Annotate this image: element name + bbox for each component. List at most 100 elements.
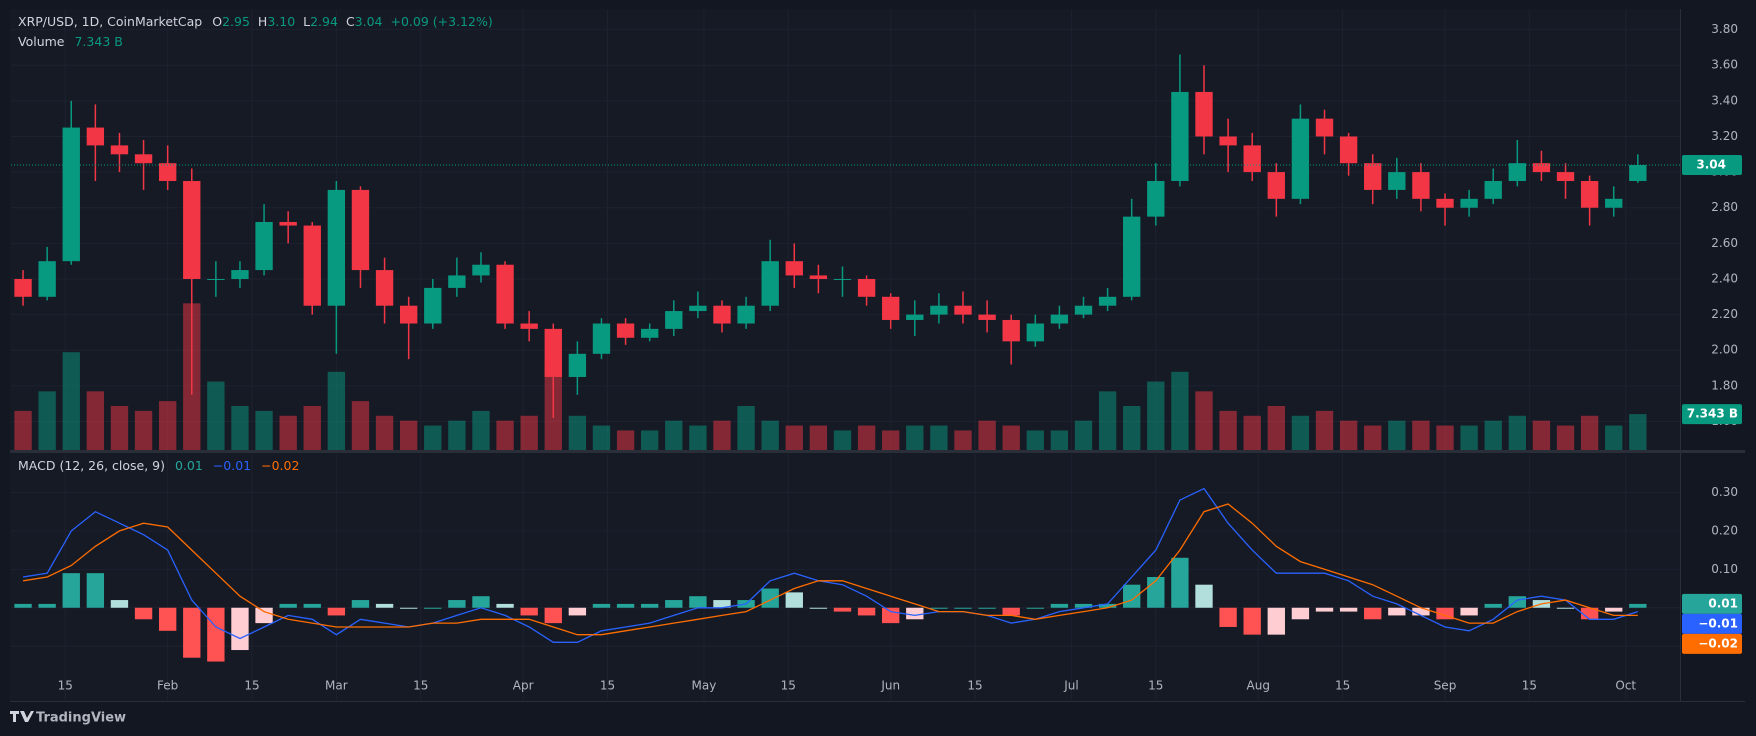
candle-body <box>785 261 803 276</box>
volume-bar <box>14 410 32 450</box>
volume-bar <box>930 425 948 450</box>
volume-bar <box>1147 381 1165 450</box>
volume-bar <box>809 425 828 450</box>
x-tick-label: 15 <box>1522 679 1537 693</box>
histogram-bar <box>1629 603 1647 608</box>
last-value-label: −0.01 <box>1698 616 1738 630</box>
open-value: 2.95 <box>222 14 250 29</box>
last-value-box <box>1682 593 1742 614</box>
volume-value: 7.343 B <box>74 34 122 49</box>
histogram-bar <box>1460 607 1478 616</box>
close-label: C <box>346 14 355 29</box>
marks <box>11 54 1680 662</box>
volume-bar <box>110 406 129 450</box>
candle-body <box>1605 198 1623 208</box>
volume-bar <box>255 410 273 450</box>
candle-body <box>616 323 635 338</box>
histogram-bar <box>207 607 225 662</box>
candle-body <box>448 275 466 288</box>
volume-bar <box>568 415 587 450</box>
volume-bar <box>1026 430 1044 450</box>
last-price-label: 3.04 <box>1696 157 1726 171</box>
volume-bar <box>737 406 755 450</box>
volume-bar <box>38 391 56 450</box>
y-tick-label: 3.40 <box>1711 93 1738 107</box>
candle-body <box>14 278 32 297</box>
histogram-bar <box>1050 603 1069 608</box>
x-tick-label: 15 <box>967 679 982 693</box>
hist-value: 0.01 <box>175 458 203 473</box>
candle-body <box>978 314 996 320</box>
volume-bar <box>1050 430 1069 450</box>
y-tick-label: 0.20 <box>1711 523 1738 537</box>
volume-bar <box>303 406 321 450</box>
high-value: 3.10 <box>267 14 295 29</box>
volume-bar <box>906 425 924 450</box>
volume-bar <box>1315 410 1334 450</box>
candle-body <box>665 311 683 329</box>
candle-body <box>761 261 779 306</box>
x-tick-label: Feb <box>157 679 178 693</box>
candle-body <box>1580 181 1599 208</box>
volume-bar <box>641 430 659 450</box>
histogram-bar <box>785 592 803 608</box>
histogram-bar <box>833 607 852 612</box>
histogram-bar <box>1364 607 1382 620</box>
x-tick-label: 15 <box>58 679 73 693</box>
volume-bar <box>207 381 225 450</box>
candle-body <box>110 145 129 155</box>
histogram-bar <box>231 607 249 651</box>
volume-bar <box>1364 425 1382 450</box>
signal-value: −0.02 <box>261 458 299 473</box>
volume-bar <box>351 401 370 450</box>
candle-body <box>1195 91 1213 137</box>
volume-bar <box>1460 425 1478 450</box>
last-volume-label: 7.343 B <box>1687 407 1738 421</box>
histogram-bar <box>1388 607 1406 616</box>
candle-body <box>1291 118 1310 199</box>
volume-bar <box>1580 415 1599 450</box>
x-tick-label: 15 <box>413 679 428 693</box>
volume-bar <box>375 415 394 450</box>
candle-body <box>1339 136 1358 164</box>
x-tick-label: 15 <box>781 679 796 693</box>
histogram-bar <box>641 603 659 608</box>
high-label: H <box>258 14 267 29</box>
histogram-bar <box>1123 584 1141 608</box>
last-price-box <box>1682 154 1742 175</box>
candle-body <box>375 270 394 306</box>
candle-body <box>1026 323 1044 342</box>
candle-body <box>1629 164 1647 182</box>
macd-line <box>22 487 1638 643</box>
histogram-bar <box>1605 607 1623 612</box>
histogram-bar <box>978 607 996 609</box>
y-tick-label: 2.00 <box>1711 343 1738 357</box>
histogram-bar <box>14 603 32 608</box>
volume-legend: Volume 7.343 B <box>18 34 123 49</box>
candle-body <box>1074 305 1093 315</box>
volume-bar <box>1388 420 1406 450</box>
volume-bar <box>1002 425 1020 450</box>
candle-body <box>424 287 442 324</box>
histogram-bar <box>496 603 514 608</box>
volume-bar <box>616 430 635 450</box>
candle-body <box>906 314 924 320</box>
histogram-bar <box>544 607 562 624</box>
x-tick-label: Jun <box>880 679 900 693</box>
candle-body <box>809 275 828 279</box>
volume-bar <box>689 425 707 450</box>
x-tick-label: 15 <box>1148 679 1163 693</box>
candle-body <box>1436 198 1454 208</box>
histogram-bar <box>906 607 924 620</box>
histogram-bar <box>616 603 635 608</box>
volume-bar <box>954 430 972 450</box>
candle-body <box>713 305 731 324</box>
histogram-bar <box>424 607 442 609</box>
candle-body <box>279 221 297 226</box>
volume-bar <box>1243 415 1261 450</box>
volume-bar <box>1074 420 1093 450</box>
last-volume-box <box>1682 404 1742 425</box>
histogram-bar <box>1484 603 1502 608</box>
histogram-bar <box>954 607 972 609</box>
candle-body <box>86 127 105 146</box>
